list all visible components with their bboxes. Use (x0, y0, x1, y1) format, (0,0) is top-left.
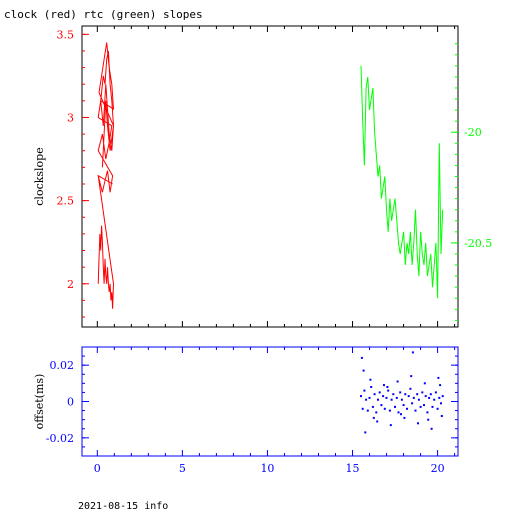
chart-title: clock (red) rtc (green) slopes (4, 8, 203, 21)
offset-point (368, 396, 371, 399)
offset-point (378, 391, 381, 394)
offset-point (436, 407, 439, 410)
offset-point (424, 395, 427, 398)
y-tick-label: 0.02 (50, 359, 75, 372)
offset-point (440, 402, 442, 405)
offset-point (431, 405, 434, 408)
offset-point (423, 382, 426, 385)
offset-point (429, 393, 432, 396)
offset-point (441, 395, 444, 398)
y-tick-label: 3.5 (57, 28, 75, 41)
offset-point (428, 396, 431, 399)
offset-point (388, 409, 391, 412)
offset-point (376, 420, 379, 423)
offset-point (399, 391, 402, 394)
offset-point (419, 405, 422, 408)
offset-point (370, 386, 373, 388)
offset-point (363, 389, 366, 392)
offset-point (382, 395, 385, 398)
y2-tick-label: -20 (464, 126, 482, 139)
offset-point (395, 396, 398, 399)
offset-point (360, 395, 362, 398)
offset-point (411, 351, 414, 354)
offset-point (392, 393, 395, 396)
offset-point (437, 376, 440, 379)
offset-point (383, 407, 386, 410)
offset-point (406, 407, 408, 410)
offset-panel: 0 5 10 15 20 -0.02 0 0.02 offset(ms) (33, 346, 459, 475)
offset-point (373, 393, 376, 396)
offset-point (410, 375, 413, 378)
rtc-series-line (360, 65, 444, 299)
offset-point (438, 396, 441, 399)
clock-series-line (97, 42, 115, 309)
offset-point (430, 427, 433, 430)
offset-point (375, 411, 378, 414)
y-tick-label: 3 (67, 111, 74, 124)
offset-point (400, 413, 402, 416)
offset-point (360, 356, 363, 359)
slopes-plot-frame (81, 25, 459, 328)
offset-point (400, 398, 403, 401)
x-tick-label: 10 (260, 462, 274, 475)
offset-point (366, 409, 369, 412)
offset-point (396, 380, 399, 383)
offset-point (433, 398, 436, 401)
y-tick-label: 2 (67, 278, 74, 291)
offset-point (361, 407, 364, 410)
offset-point (371, 405, 374, 408)
offset-point (369, 378, 372, 381)
offset-point (427, 418, 430, 421)
offset-point (390, 398, 393, 401)
offset-point (439, 384, 442, 387)
offset-point (416, 393, 419, 396)
x-tick-label: 0 (94, 462, 101, 475)
y2-tick-label: -20.5 (464, 237, 492, 250)
offset-point (426, 411, 429, 414)
offset-plot-frame (81, 346, 459, 457)
offset-point (389, 424, 392, 427)
offset-point (414, 409, 417, 412)
y-tick-label: 0 (67, 396, 74, 409)
offset-point (364, 431, 367, 434)
offset-point (423, 404, 425, 407)
x-tick-label: 15 (346, 462, 360, 475)
offset-point (411, 402, 414, 405)
offset-point (403, 416, 406, 419)
offset-point (434, 391, 437, 394)
offset-point (417, 398, 420, 401)
offset-point (383, 384, 385, 387)
offset-point (394, 405, 396, 408)
y-tick-label: -0.02 (46, 432, 74, 445)
offset-point (365, 398, 368, 401)
offset-point (421, 391, 424, 394)
offset-point (412, 396, 415, 399)
offset-point (380, 404, 383, 407)
y-axis-label: offset(ms) (33, 374, 46, 430)
offset-point (402, 404, 405, 407)
y-axis-label: clockslope (33, 147, 46, 205)
slopes-panel: 2 2.5 3 3.5 -20 -20.5 clockslope (33, 25, 492, 328)
offset-point (404, 393, 407, 396)
offset-point (372, 416, 375, 419)
offset-point (407, 395, 410, 398)
offset-point (440, 415, 443, 417)
offset-point (385, 396, 388, 399)
offset-point (397, 411, 400, 414)
footer-label: 2021-08-15 info (78, 501, 169, 512)
offset-point (387, 389, 390, 392)
x-tick-label: 20 (431, 462, 445, 475)
y-tick-label: 2.5 (57, 195, 75, 208)
offset-point (409, 387, 412, 390)
x-tick-label: 5 (179, 462, 186, 475)
offset-point (417, 422, 419, 425)
offset-point (362, 369, 365, 372)
offset-point (386, 386, 389, 388)
offset-point (377, 398, 379, 401)
